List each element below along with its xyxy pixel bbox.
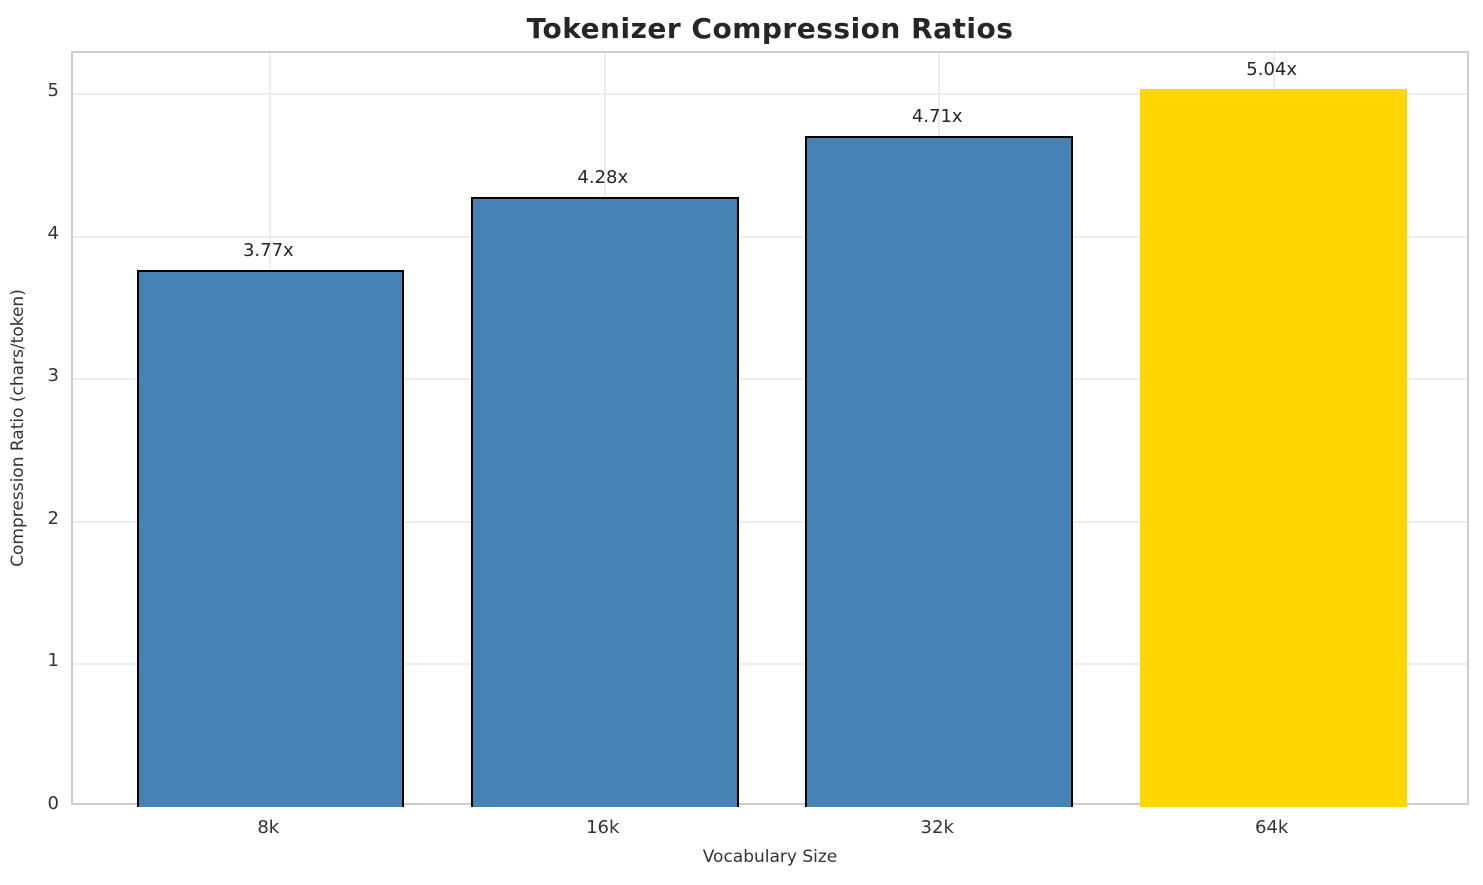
chart-title: Tokenizer Compression Ratios [526, 12, 1014, 45]
gridline-horizontal [73, 663, 1467, 666]
y-tick-label: 4 [47, 222, 59, 244]
gridline-horizontal [73, 378, 1467, 381]
gridline-horizontal [73, 520, 1467, 523]
gridline-horizontal [73, 93, 1467, 96]
y-tick-label: 2 [47, 507, 59, 529]
plot-area [71, 51, 1469, 807]
x-tick-label: 64k [1255, 817, 1289, 838]
bar-value-label: 3.77x [242, 239, 294, 261]
bar-64k [1139, 88, 1408, 807]
x-tick-label: 8k [257, 817, 280, 838]
y-tick-label: 3 [47, 365, 59, 387]
x-tick-label: 16k [586, 817, 620, 838]
bar-16k [470, 196, 739, 807]
bar-value-label: 4.28x [577, 166, 629, 188]
y-tick-label: 5 [47, 80, 59, 102]
x-axis-label: Vocabulary Size [702, 847, 838, 867]
y-tick-label: 0 [47, 793, 59, 814]
gridline-horizontal [73, 235, 1467, 238]
bar-value-label: 5.04x [1246, 58, 1298, 80]
bar-32k [805, 135, 1073, 807]
y-tick-label: 1 [47, 650, 59, 672]
bar-8k [136, 269, 405, 807]
x-tick-label: 32k [920, 817, 954, 838]
bar-value-label: 4.71x [911, 105, 963, 127]
